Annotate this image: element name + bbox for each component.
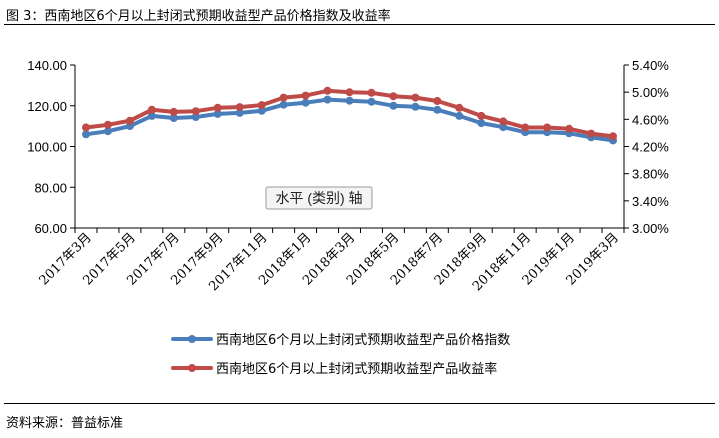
data-point[interactable]: [455, 111, 464, 120]
top-rule: [4, 24, 715, 25]
data-point[interactable]: [82, 123, 90, 132]
data-point[interactable]: [279, 93, 288, 102]
data-point[interactable]: [587, 129, 596, 138]
bottom-rule: [4, 403, 715, 404]
data-point[interactable]: [169, 107, 178, 116]
data-point[interactable]: [301, 91, 310, 100]
y-right-tick-label: 4.20%: [632, 140, 669, 155]
data-point[interactable]: [367, 88, 376, 97]
series-layer[interactable]: [82, 86, 617, 145]
data-point[interactable]: [103, 120, 112, 129]
data-point[interactable]: [169, 114, 178, 122]
data-point[interactable]: [477, 111, 486, 120]
data-point[interactable]: [257, 106, 266, 115]
y-right-tick-label: 5.40%: [632, 58, 669, 73]
y-right-tick-label: 3.00%: [632, 221, 669, 236]
data-point[interactable]: [609, 132, 617, 141]
data-point[interactable]: [499, 123, 508, 132]
data-point[interactable]: [367, 97, 376, 106]
data-point[interactable]: [433, 97, 442, 105]
y-right-tick-label: 3.40%: [632, 194, 669, 209]
data-point[interactable]: [279, 100, 288, 109]
data-point[interactable]: [82, 130, 90, 139]
axis-tooltip-box: [265, 186, 373, 210]
y-left-tick-label: 140.00: [27, 58, 67, 73]
data-point[interactable]: [235, 108, 244, 117]
data-point[interactable]: [147, 105, 156, 114]
data-point[interactable]: [213, 109, 222, 118]
figure-title: 图 3：西南地区6个月以上封闭式预期收益型产品价格指数及收益率: [6, 9, 391, 24]
y-left-tick-label: 60.00: [34, 221, 67, 236]
data-point[interactable]: [235, 103, 244, 112]
data-point[interactable]: [323, 95, 332, 104]
data-point[interactable]: [477, 119, 486, 128]
series-price-index[interactable]: [82, 95, 617, 145]
data-point[interactable]: [257, 101, 266, 110]
data-point[interactable]: [521, 123, 530, 132]
y-left-tick-label: 100.00: [27, 140, 67, 155]
data-point[interactable]: [389, 92, 398, 101]
data-point[interactable]: [455, 103, 464, 112]
data-point[interactable]: [191, 113, 200, 121]
legend-marker-yield: [188, 364, 196, 372]
data-point[interactable]: [433, 105, 442, 114]
legend-label-price-index: 西南地区6个月以上封闭式预期收益型产品价格指数: [216, 332, 510, 348]
axis-tooltip-text: 水平 (类别) 轴: [275, 190, 362, 206]
y-left-tick-label: 80.00: [34, 180, 67, 195]
series-line[interactable]: [84, 97, 615, 143]
data-point[interactable]: [499, 117, 508, 126]
data-point[interactable]: [345, 88, 354, 97]
data-point[interactable]: [345, 96, 354, 105]
series-yield[interactable]: [82, 86, 617, 141]
data-point[interactable]: [411, 102, 420, 111]
data-point[interactable]: [411, 93, 420, 102]
data-point[interactable]: [147, 111, 156, 120]
y-left-tick-label: 120.00: [27, 99, 67, 114]
axis-tooltip: 水平 (类别) 轴: [265, 186, 373, 210]
y-right-tick-label: 4.60%: [632, 112, 669, 127]
legend-marker-price-index: [188, 335, 196, 343]
data-point[interactable]: [125, 116, 134, 125]
legend-item-yield[interactable]: 西南地区6个月以上封闭式预期收益型产品收益率: [171, 361, 497, 377]
data-point[interactable]: [191, 107, 200, 116]
data-point[interactable]: [301, 98, 310, 107]
data-point[interactable]: [543, 123, 552, 132]
legend-label-yield: 西南地区6个月以上封闭式预期收益型产品收益率: [216, 361, 497, 377]
legend[interactable]: 西南地区6个月以上封闭式预期收益型产品价格指数 西南地区6个月以上封闭式预期收益…: [171, 332, 510, 377]
data-point[interactable]: [389, 101, 398, 110]
y-right-tick-label: 5.00%: [632, 85, 669, 100]
source-note: 资料来源：普益标准: [6, 416, 124, 431]
data-point[interactable]: [213, 103, 222, 112]
y-right-tick-label: 3.80%: [632, 167, 669, 182]
data-point[interactable]: [103, 127, 112, 136]
legend-item-price-index[interactable]: 西南地区6个月以上封闭式预期收益型产品价格指数: [171, 332, 510, 348]
data-point[interactable]: [323, 86, 332, 95]
data-point[interactable]: [565, 124, 574, 133]
